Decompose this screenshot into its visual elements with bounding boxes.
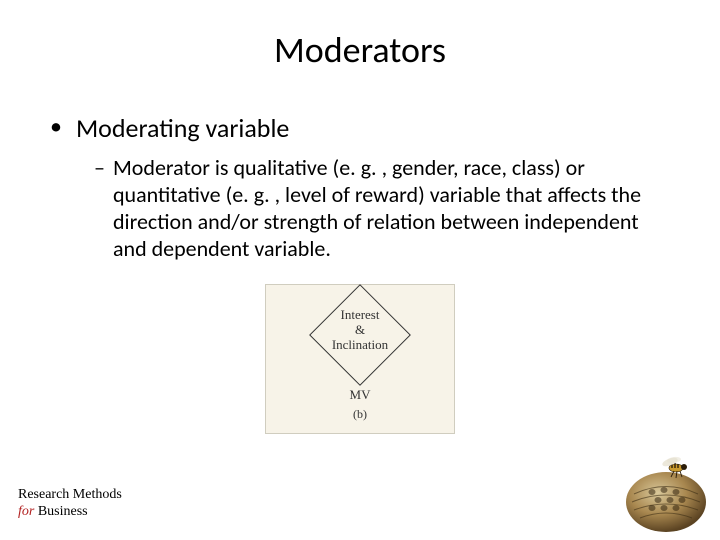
bullet-2-text: Moderator is qualitative (e. g. , gender… — [113, 154, 660, 262]
bullet-dot-icon: • — [50, 112, 62, 142]
footer: Research Methods for Business — [18, 486, 122, 520]
footer-for: for — [18, 504, 34, 519]
footer-business: Business — [34, 504, 87, 519]
diamond-line-1: Interest — [341, 307, 380, 322]
mv-label: MV — [350, 387, 371, 403]
footer-line-1: Research Methods — [18, 487, 122, 502]
sub-label: (b) — [353, 407, 367, 422]
moderator-diagram: Interest & Inclination MV (b) — [265, 284, 455, 434]
slide-title: Moderators — [40, 28, 680, 72]
diamond-label: Interest & Inclination — [266, 307, 454, 352]
bullet-level-2: – Moderator is qualitative (e. g. , gend… — [94, 154, 660, 262]
slide: Moderators • Moderating variable – Moder… — [0, 0, 720, 540]
diagram-container: Interest & Inclination MV (b) — [40, 284, 680, 434]
wasp-nest-icon — [614, 444, 714, 534]
bullet-1-text: Moderating variable — [76, 112, 289, 144]
diamond-amp: & — [355, 322, 365, 337]
bullet-dash-icon: – — [94, 154, 105, 182]
bullet-level-1: • Moderating variable — [50, 112, 680, 144]
diamond-line-2: Inclination — [332, 337, 388, 352]
